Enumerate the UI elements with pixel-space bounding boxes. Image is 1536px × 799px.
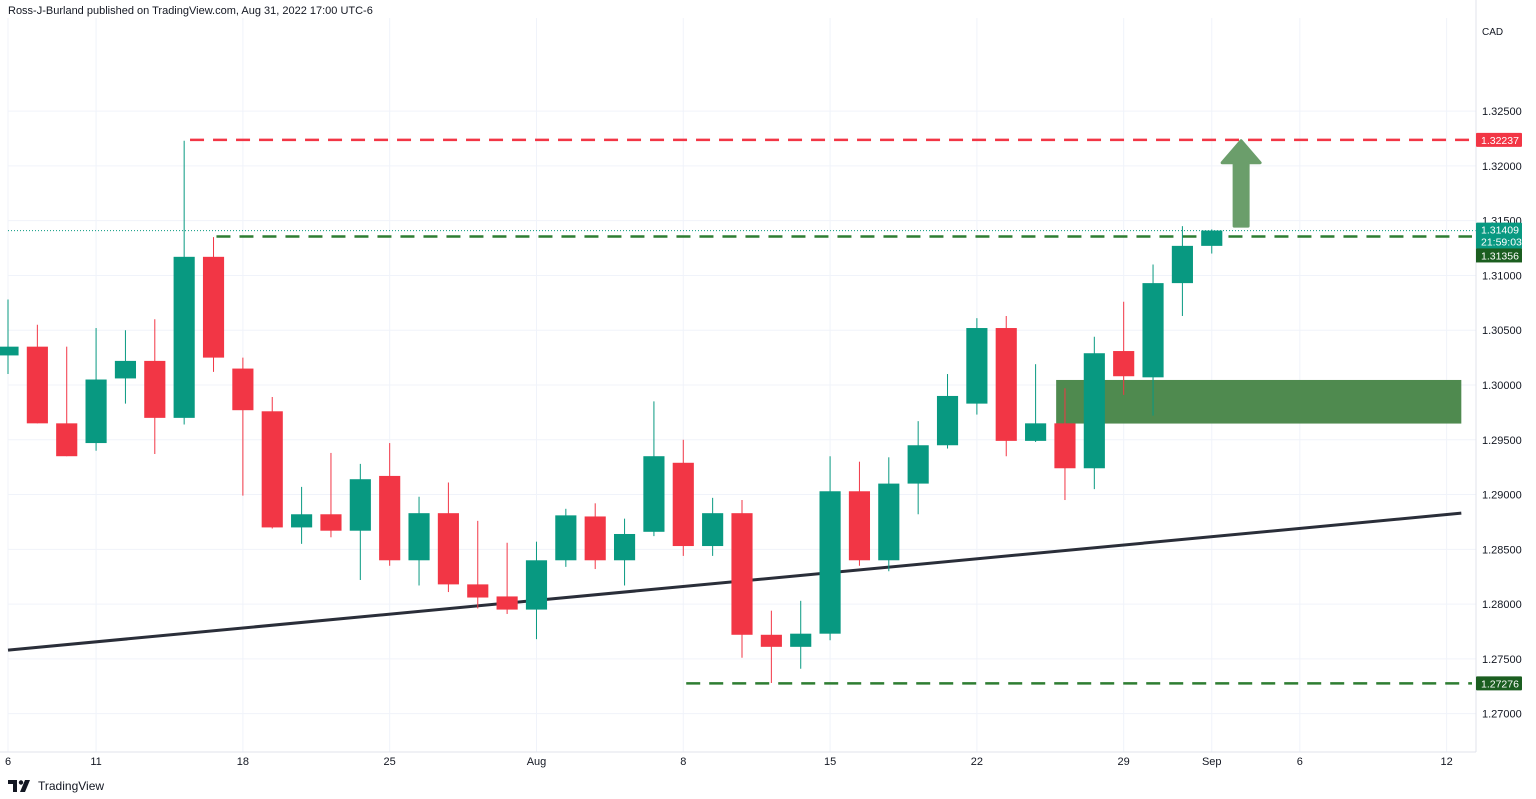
y-tick-label: 1.29000: [1482, 490, 1522, 502]
y-tick-label: 1.30500: [1482, 325, 1522, 337]
candle-up: [907, 445, 929, 484]
candles: [0, 140, 1223, 683]
last-price-tag-countdown: 21:59:03: [1481, 237, 1522, 249]
candle-up: [525, 560, 548, 610]
candle-down: [379, 475, 401, 561]
x-tick-label: 6: [1297, 756, 1303, 768]
last-price-tag-bg: [1476, 222, 1522, 249]
support-upper-tag-text: 1.31356: [1481, 250, 1519, 262]
y-tick-label: 1.32500: [1482, 106, 1522, 118]
tradingview-logo-text: TradingView: [38, 779, 105, 793]
support-lower-tag-bg: [1476, 676, 1522, 691]
candle-down: [261, 411, 283, 528]
candle-up: [1025, 423, 1047, 441]
candle-up: [819, 491, 841, 634]
y-tick-label: 1.27500: [1482, 654, 1522, 666]
tradingview-logo-icon: [8, 780, 30, 792]
candle-up: [613, 533, 636, 561]
candle-down: [584, 516, 606, 561]
y-tick-label: 1.28500: [1482, 544, 1522, 556]
candle-up: [555, 515, 577, 561]
candle-up: [936, 395, 959, 446]
candle-up: [1201, 230, 1223, 246]
support-upper-tag-bg: [1476, 248, 1522, 263]
candle-down: [56, 423, 78, 457]
candle-up: [1142, 283, 1164, 378]
resistance-tag-bg: [1476, 132, 1522, 147]
candle-up: [291, 514, 313, 528]
candle-down: [760, 634, 782, 647]
y-tick-label: 1.32000: [1482, 161, 1522, 173]
candle-down: [202, 256, 225, 358]
candle-down: [437, 513, 459, 585]
candle-up: [0, 346, 19, 356]
x-tick-label: 11: [90, 756, 101, 768]
x-tick-label: 18: [237, 756, 249, 768]
support-lower-tag-text: 1.27276: [1481, 678, 1519, 690]
support-zone-rect: [1056, 379, 1462, 424]
candle-up: [643, 456, 665, 532]
y-tick-label: 1.27000: [1482, 709, 1522, 721]
candle-down: [848, 491, 871, 561]
candle-up: [85, 379, 107, 444]
x-tick-label: 25: [384, 756, 396, 768]
target-arrow[interactable]: [1220, 139, 1262, 228]
horizontal-levels[interactable]: [8, 138, 1476, 685]
publisher-text: Ross-J-Burland published on TradingView.…: [8, 5, 373, 17]
x-tick-label: 15: [824, 756, 836, 768]
candle-up: [790, 633, 812, 647]
x-tick-label: 12: [1441, 756, 1453, 768]
candle-down: [731, 513, 753, 635]
candle-down: [467, 584, 489, 598]
y-tick-label: 1.29500: [1482, 435, 1522, 447]
candle-down: [320, 514, 342, 531]
candle-down: [672, 462, 694, 547]
up-arrow-icon: [1220, 139, 1262, 228]
axes: 1.325001.320001.315001.310001.305001.300…: [0, 0, 1522, 768]
y-tick-label: 1.31000: [1482, 270, 1522, 282]
y-tick-label: 1.30000: [1482, 380, 1522, 392]
candle-down: [26, 346, 48, 424]
candle-up: [173, 256, 195, 418]
candle-up: [1171, 245, 1193, 284]
candle-down: [232, 368, 254, 411]
candle-up: [349, 479, 371, 531]
candle-down: [1054, 423, 1076, 469]
support-zone[interactable]: [1056, 379, 1462, 424]
candle-down: [1113, 351, 1135, 377]
candle-up: [408, 513, 430, 561]
candle-down: [496, 596, 518, 610]
currency-label: CAD: [1482, 27, 1504, 38]
x-tick-label: Aug: [527, 756, 547, 768]
last-price-tag-text: 1.31409: [1481, 225, 1519, 237]
candle-up: [702, 513, 724, 547]
x-tick-label: 6: [5, 756, 11, 768]
x-tick-label: 29: [1118, 756, 1130, 768]
candle-up: [966, 328, 988, 404]
tradingview-logo[interactable]: TradingView: [8, 779, 104, 793]
resistance-tag-text: 1.32237: [1481, 135, 1519, 147]
x-tick-label: 8: [680, 756, 686, 768]
candle-down: [995, 328, 1017, 441]
candle-up: [878, 483, 900, 561]
x-tick-label: Sep: [1202, 756, 1222, 768]
y-tick-label: 1.28000: [1482, 599, 1522, 611]
candle-down: [144, 360, 166, 418]
x-tick-label: 22: [971, 756, 983, 768]
candle-up: [114, 360, 137, 379]
candle-up: [1083, 353, 1105, 469]
